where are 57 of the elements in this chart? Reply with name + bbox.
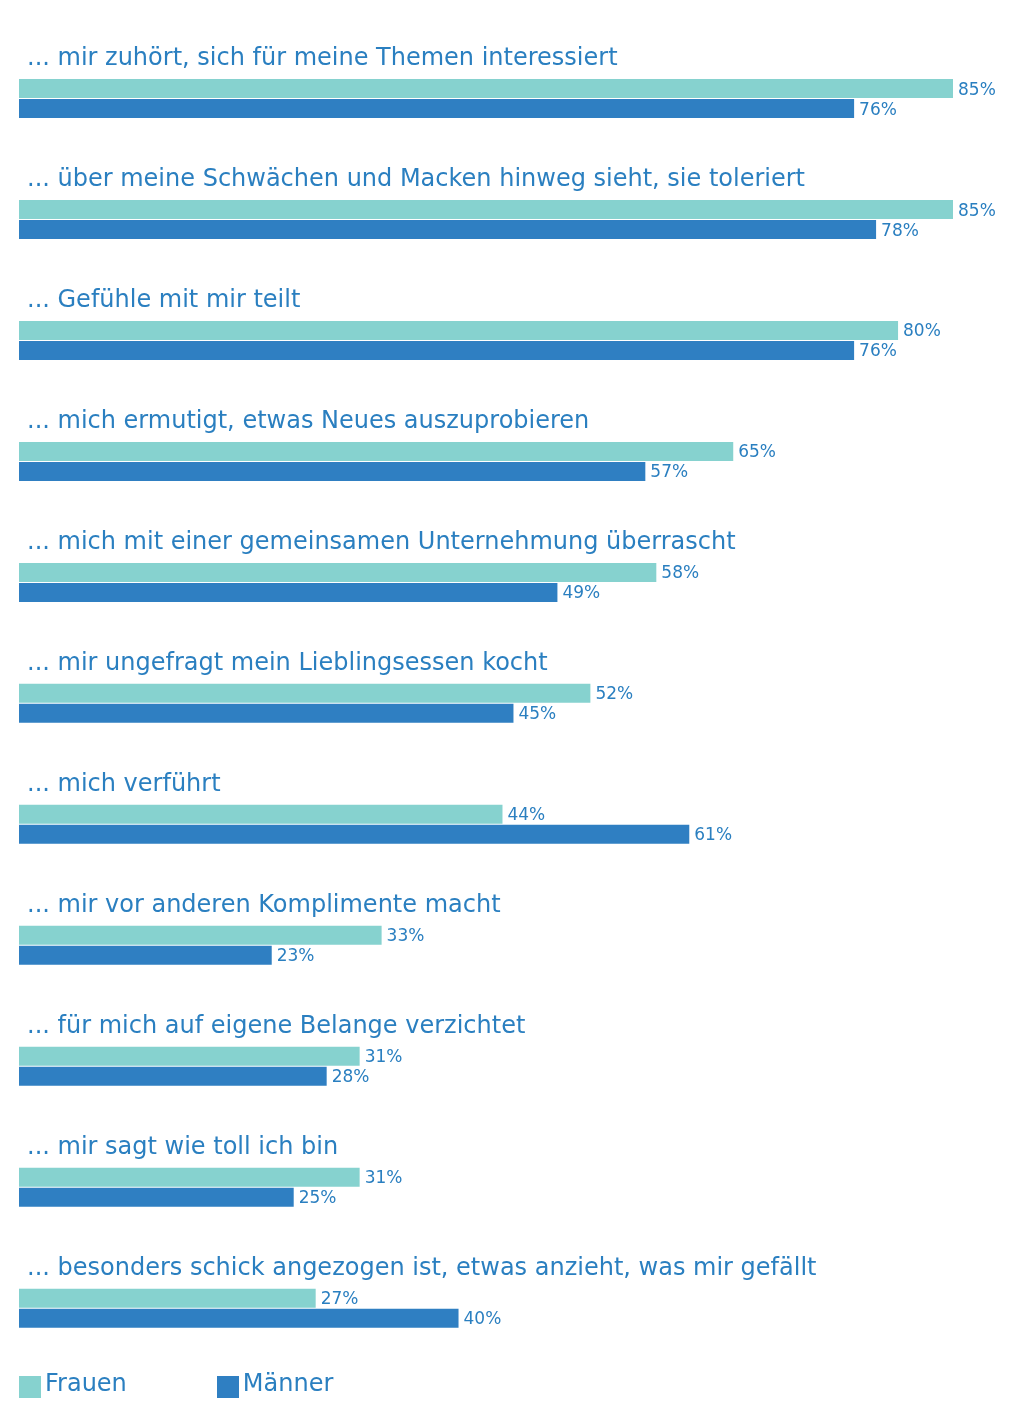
bar bbox=[19, 1066, 327, 1086]
y-tick-label: ... mir sagt wie toll ich bin bbox=[27, 1131, 339, 1160]
data-label: 45% bbox=[518, 703, 557, 724]
data-label: 58% bbox=[661, 562, 700, 583]
data-label: 76% bbox=[859, 340, 897, 361]
data-label: 31% bbox=[364, 1046, 403, 1067]
y-tick-label: ... mich mit einer gemeinsamen Unternehmung überrascht bbox=[27, 526, 736, 555]
data-label: 52% bbox=[595, 683, 634, 704]
bar bbox=[19, 945, 272, 965]
data-label: 33% bbox=[386, 925, 425, 946]
data-label: 23% bbox=[276, 945, 315, 966]
bar bbox=[19, 1167, 360, 1187]
data-label: 40% bbox=[463, 1308, 502, 1329]
y-tick-label: ... mir vor anderen Komplimente macht bbox=[27, 889, 501, 918]
bar bbox=[19, 1187, 294, 1207]
data-label: 28% bbox=[331, 1066, 370, 1087]
data-label: 44% bbox=[507, 804, 546, 825]
legend-label: Männer bbox=[242, 1368, 334, 1397]
y-tick-label: ... mir zuhört, sich für meine Themen interessiert bbox=[27, 43, 618, 71]
bar bbox=[19, 340, 855, 360]
data-label: 31% bbox=[364, 1167, 403, 1188]
data-label: 27% bbox=[320, 1288, 359, 1309]
bar bbox=[19, 582, 558, 602]
bar bbox=[19, 1308, 459, 1328]
y-tick-label: ... mich verführt bbox=[27, 768, 221, 797]
bar bbox=[19, 1046, 360, 1066]
data-label: 57% bbox=[650, 461, 689, 482]
data-label: 61% bbox=[694, 824, 733, 845]
y-tick-label: ... über meine Schwächen und Macken hinweg sieht, sie toleriert bbox=[27, 163, 806, 192]
bar bbox=[19, 441, 734, 461]
bar bbox=[19, 562, 657, 582]
data-label: 49% bbox=[562, 582, 601, 603]
legend-label: Frauen bbox=[45, 1368, 127, 1397]
bar bbox=[19, 99, 855, 118]
bar bbox=[19, 824, 690, 844]
bar bbox=[19, 683, 591, 703]
bar bbox=[19, 320, 899, 340]
bar bbox=[19, 79, 953, 98]
bar bbox=[19, 703, 514, 723]
bar bbox=[19, 461, 646, 481]
data-label: 85% bbox=[958, 199, 996, 220]
data-label: 65% bbox=[738, 441, 777, 462]
y-tick-label: ... mir ungefragt mein Lieblingsessen kocht bbox=[27, 647, 548, 676]
data-label: 80% bbox=[903, 320, 941, 341]
data-label: 76% bbox=[859, 98, 897, 119]
bar bbox=[19, 219, 877, 239]
y-tick-label: ... Gefühle mit mir teilt bbox=[27, 284, 301, 313]
bar bbox=[19, 199, 953, 219]
bar bbox=[19, 925, 382, 945]
bar bbox=[19, 804, 503, 824]
bar bbox=[19, 1288, 316, 1308]
data-label: 78% bbox=[881, 219, 919, 240]
data-label: 85% bbox=[958, 78, 996, 99]
y-tick-label: ... besonders schick angezogen ist, etwas anzieht, was mir gefällt bbox=[27, 1252, 817, 1281]
y-tick-label: ... für mich auf eigene Belange verzichtet bbox=[27, 1010, 526, 1039]
y-tick-label: ... mich ermutigt, etwas Neues auszuprobieren bbox=[27, 405, 590, 434]
data-label: 25% bbox=[298, 1187, 337, 1208]
